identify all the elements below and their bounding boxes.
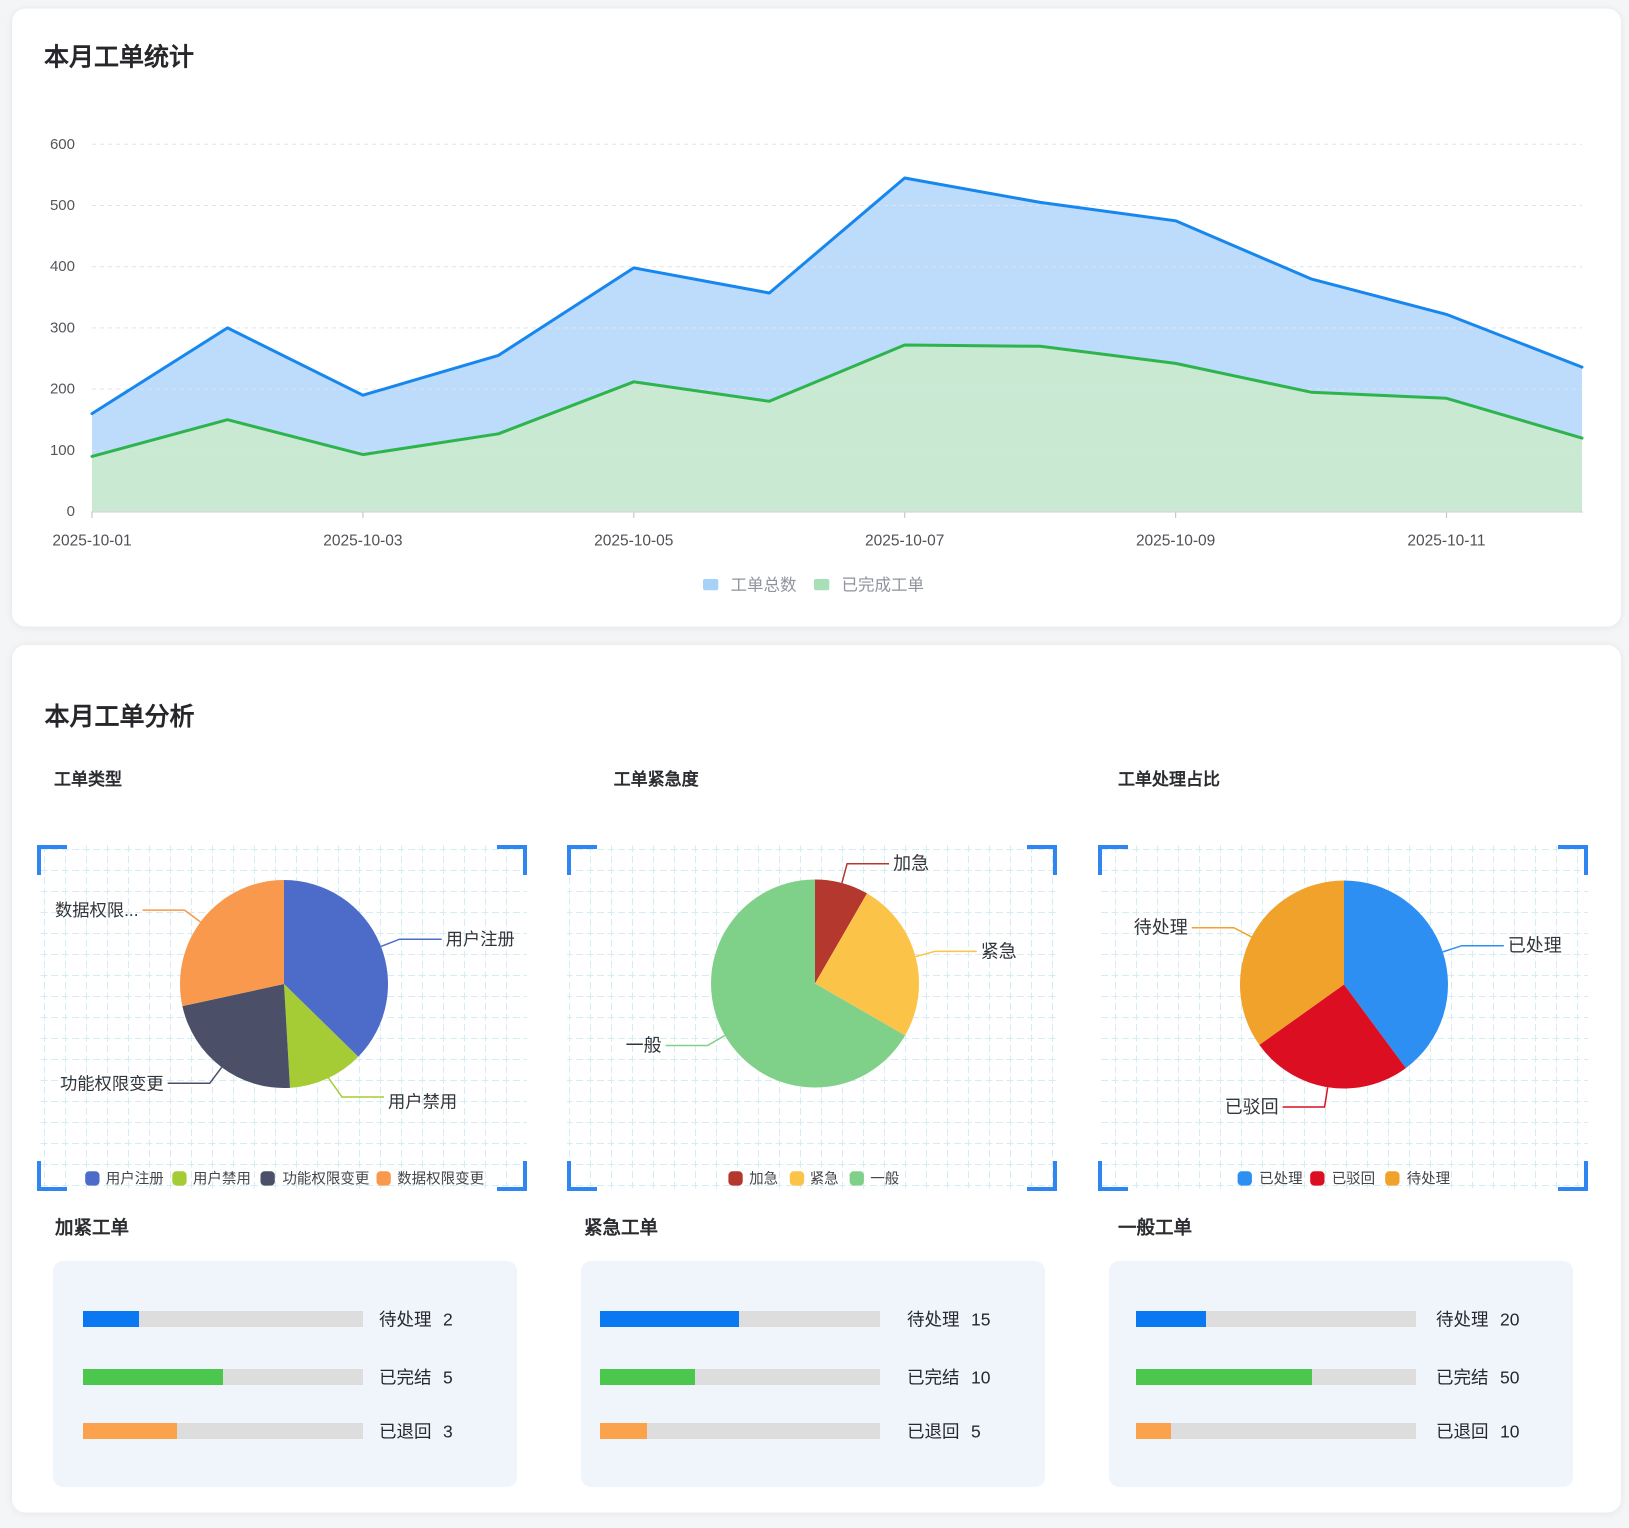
- svg-text:工单类型: 工单类型: [54, 769, 122, 789]
- svg-text:5: 5: [971, 1422, 981, 1442]
- svg-text:5: 5: [443, 1368, 453, 1388]
- svg-text:工单处理占比: 工单处理占比: [1118, 769, 1220, 789]
- svg-text:已完结: 已完结: [379, 1368, 432, 1388]
- svg-text:本月工单分析: 本月工单分析: [45, 703, 195, 731]
- svg-text:待处理: 待处理: [1407, 1171, 1451, 1188]
- svg-text:工单总数: 工单总数: [731, 575, 798, 594]
- svg-text:已完成工单: 已完成工单: [842, 575, 925, 594]
- svg-text:10: 10: [1500, 1422, 1520, 1442]
- svg-text:20: 20: [1500, 1310, 1520, 1330]
- svg-text:已退回: 已退回: [1436, 1422, 1489, 1442]
- svg-text:已驳回: 已驳回: [1332, 1171, 1376, 1188]
- svg-text:已退回: 已退回: [907, 1422, 960, 1442]
- svg-text:紧急工单: 紧急工单: [584, 1217, 658, 1238]
- svg-text:3: 3: [443, 1422, 453, 1442]
- svg-text:2025-10-11: 2025-10-11: [1407, 533, 1485, 550]
- svg-text:600: 600: [50, 136, 75, 153]
- svg-text:2025-10-01: 2025-10-01: [52, 533, 131, 550]
- svg-text:紧急: 紧急: [810, 1171, 839, 1188]
- svg-text:2025-10-09: 2025-10-09: [1136, 533, 1215, 550]
- svg-text:一般: 一般: [626, 1036, 662, 1056]
- svg-text:用户注册: 用户注册: [446, 929, 515, 949]
- svg-text:待处理: 待处理: [379, 1310, 432, 1330]
- svg-text:数据权限变更: 数据权限变更: [397, 1171, 484, 1188]
- svg-text:100: 100: [50, 442, 75, 459]
- svg-text:10: 10: [971, 1368, 991, 1388]
- svg-text:500: 500: [50, 197, 75, 214]
- svg-text:一般工单: 一般工单: [1118, 1217, 1192, 1238]
- svg-text:已处理: 已处理: [1259, 1171, 1303, 1188]
- svg-text:50: 50: [1500, 1368, 1520, 1388]
- svg-text:功能权限变更: 功能权限变更: [282, 1171, 369, 1188]
- svg-text:加急: 加急: [893, 854, 929, 874]
- svg-text:已完结: 已完结: [907, 1368, 960, 1388]
- svg-text:已处理: 已处理: [1508, 936, 1562, 956]
- svg-text:待处理: 待处理: [1436, 1310, 1489, 1330]
- svg-text:一般: 一般: [870, 1171, 899, 1188]
- svg-text:已退回: 已退回: [379, 1422, 432, 1442]
- svg-text:功能权限变更: 功能权限变更: [60, 1073, 164, 1093]
- svg-text:用户禁用: 用户禁用: [193, 1171, 251, 1188]
- svg-text:2: 2: [443, 1310, 453, 1330]
- svg-text:紧急: 紧急: [981, 941, 1017, 961]
- svg-text:200: 200: [50, 381, 75, 398]
- svg-text:2025-10-07: 2025-10-07: [865, 533, 944, 550]
- svg-text:15: 15: [971, 1310, 990, 1330]
- svg-text:加紧工单: 加紧工单: [54, 1217, 129, 1238]
- svg-text:待处理: 待处理: [907, 1310, 960, 1330]
- svg-text:数据权限...: 数据权限...: [55, 900, 139, 920]
- svg-text:本月工单统计: 本月工单统计: [44, 43, 194, 72]
- svg-text:已完结: 已完结: [1436, 1368, 1489, 1388]
- svg-text:加急: 加急: [749, 1171, 778, 1188]
- svg-text:300: 300: [50, 319, 75, 336]
- svg-text:0: 0: [67, 503, 75, 520]
- svg-text:用户禁用: 用户禁用: [388, 1092, 457, 1112]
- svg-text:2025-10-05: 2025-10-05: [594, 533, 673, 550]
- svg-text:400: 400: [50, 258, 75, 275]
- svg-text:待处理: 待处理: [1134, 918, 1188, 938]
- svg-text:工单紧急度: 工单紧急度: [614, 769, 700, 789]
- svg-text:用户注册: 用户注册: [106, 1171, 164, 1188]
- svg-text:已驳回: 已驳回: [1225, 1097, 1279, 1117]
- svg-text:2025-10-03: 2025-10-03: [323, 533, 402, 550]
